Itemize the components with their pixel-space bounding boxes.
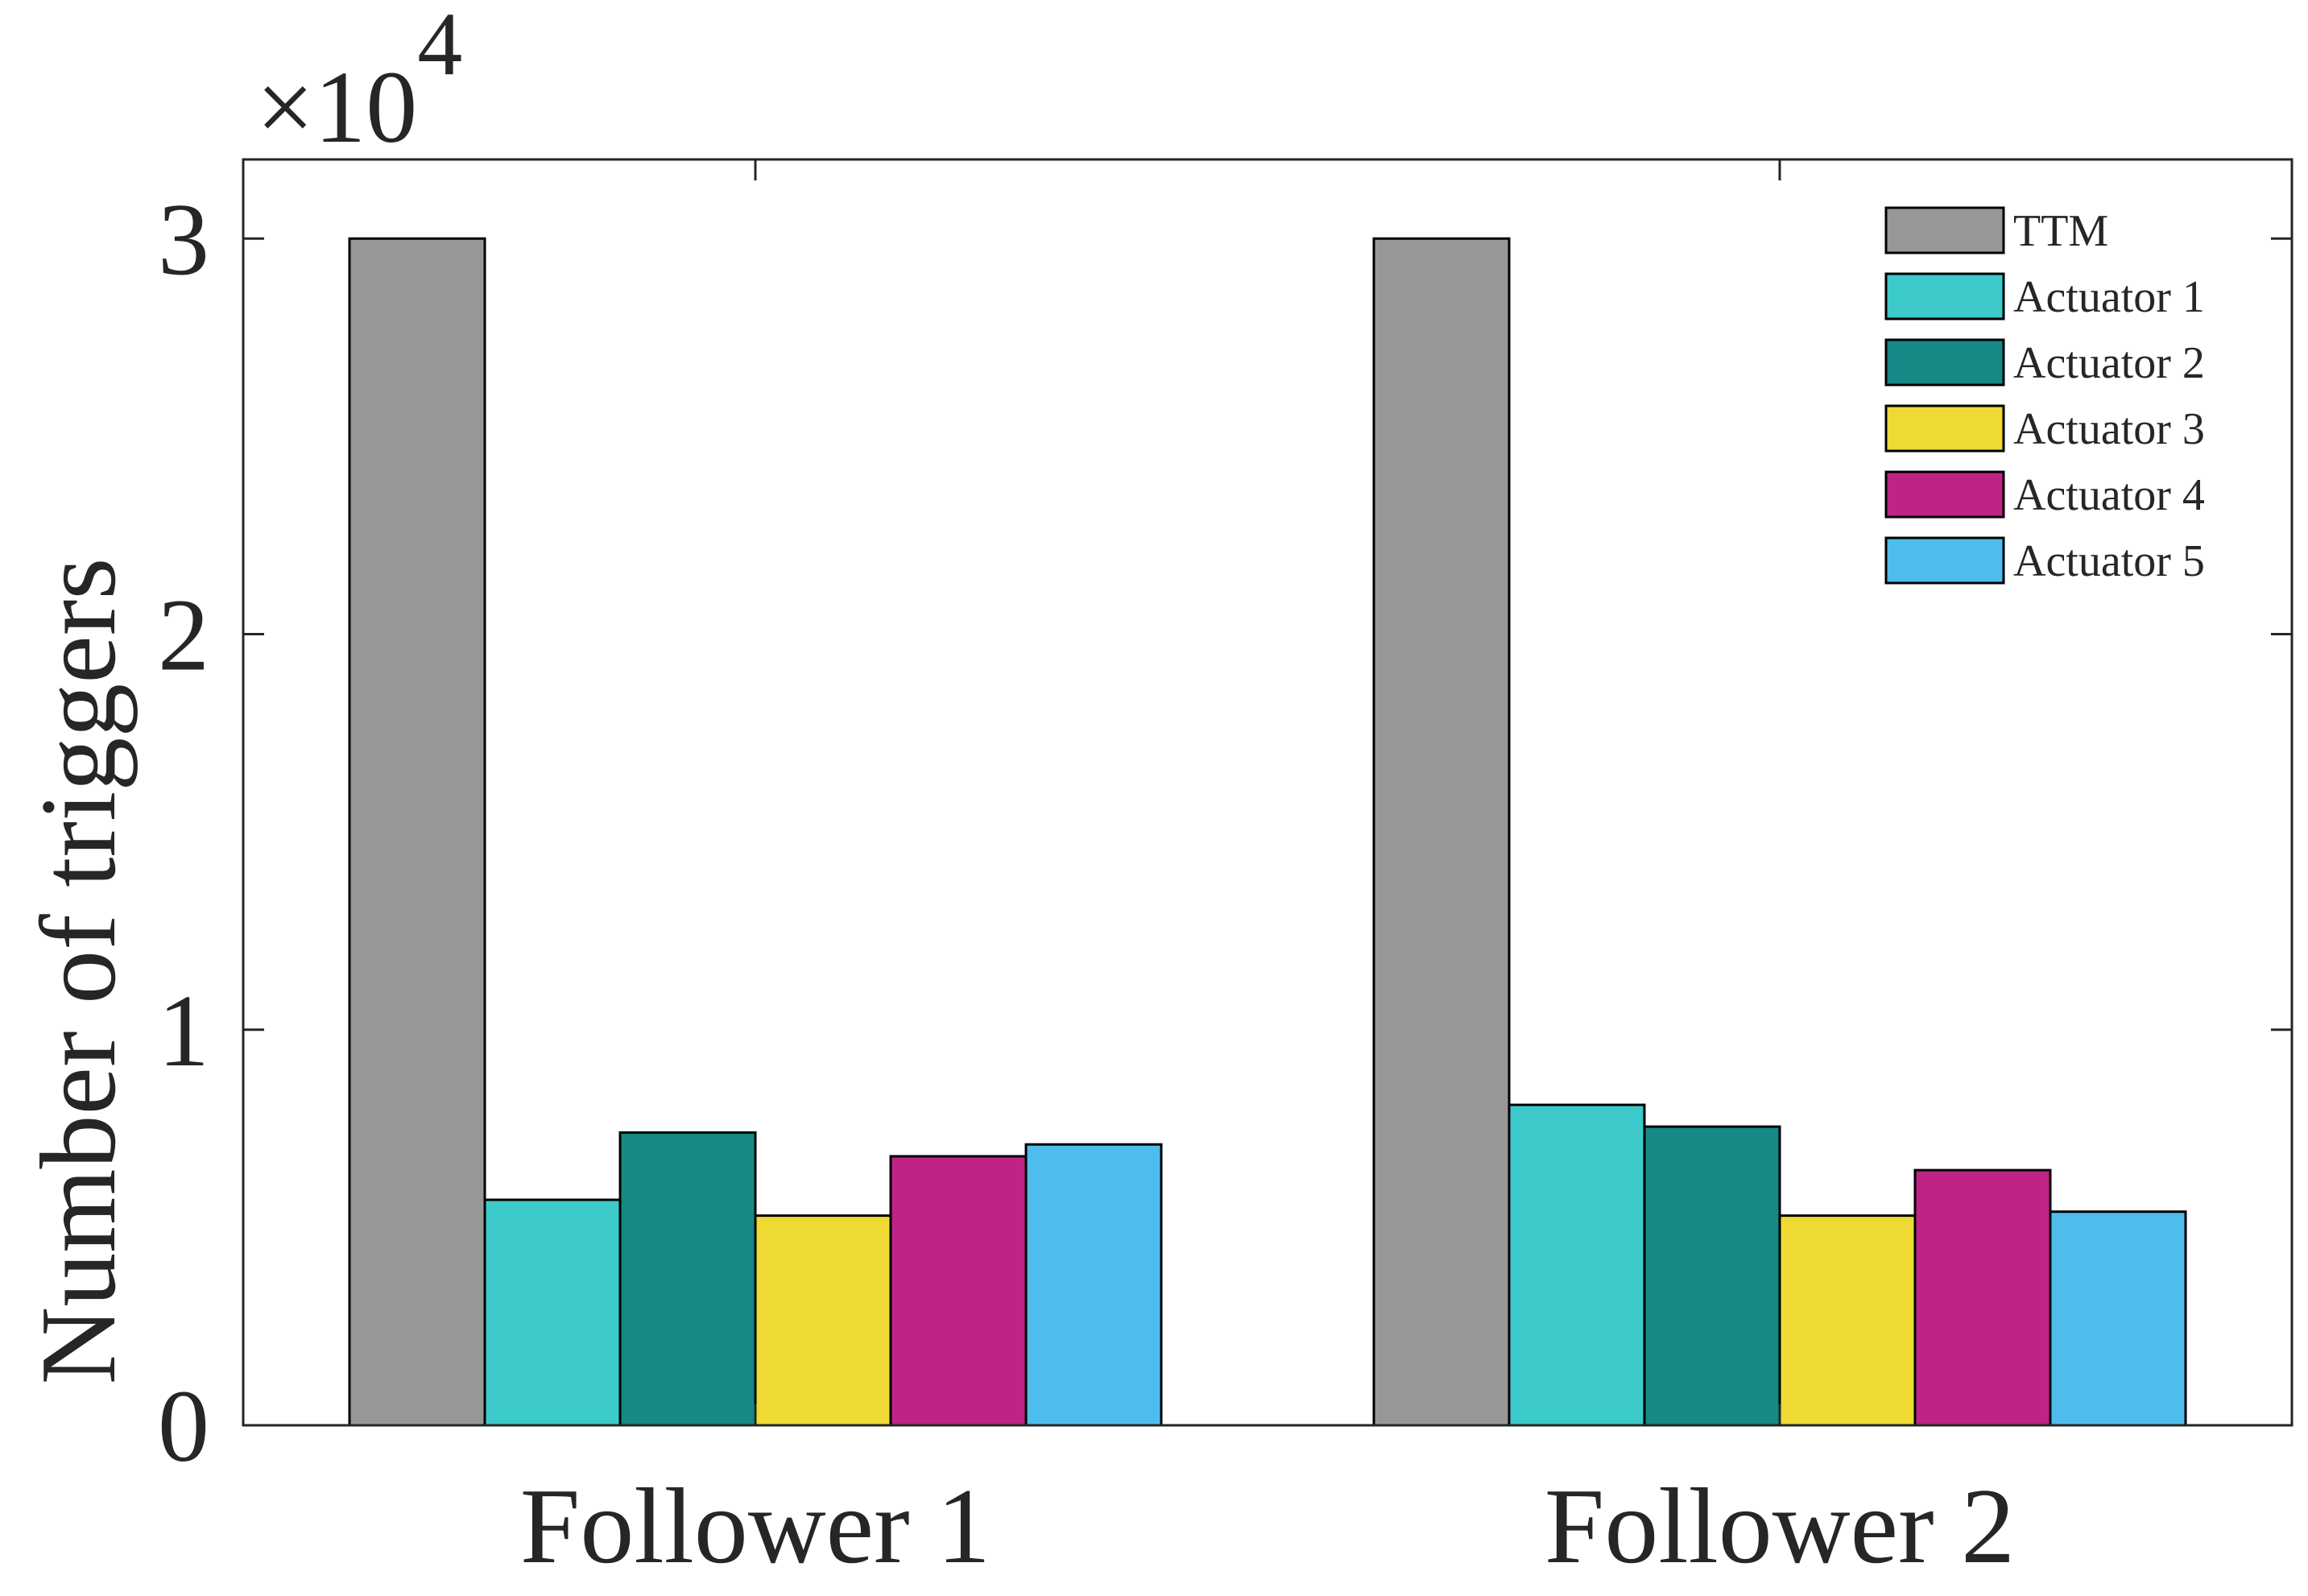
y-multiplier-label: ×104 bbox=[256, 0, 462, 164]
y-multiplier-base: ×10 bbox=[256, 50, 417, 164]
legend-label-actuator-4: Actuator 4 bbox=[2013, 470, 2205, 520]
axes-group bbox=[242, 158, 2294, 1427]
legend-label-actuator-3: Actuator 3 bbox=[2013, 404, 2205, 454]
y-tick-label-1: 1 bbox=[158, 974, 209, 1088]
legend-swatch-actuator-5 bbox=[1884, 536, 2005, 585]
y-tick-label-3: 3 bbox=[158, 182, 209, 296]
legend-swatch-ttm bbox=[1884, 206, 2005, 254]
legend-label-actuator-5: Actuator 5 bbox=[2013, 536, 2205, 586]
ticks-group: 0 1 2 3 Follower 1 Follower 2 bbox=[158, 159, 2292, 1586]
x-category-label-1: Follower 1 bbox=[520, 1466, 991, 1586]
y-axis-label: Number of triggers bbox=[19, 557, 138, 1384]
legend-swatch-actuator-4 bbox=[1884, 470, 2005, 519]
x-category-label-2: Follower 2 bbox=[1545, 1466, 2015, 1586]
legend-label-actuator-1: Actuator 1 bbox=[2013, 272, 2205, 322]
bars-group bbox=[348, 237, 2187, 1427]
bar-actuator-3-follower-1 bbox=[754, 1214, 892, 1427]
legend-swatch-actuator-2 bbox=[1884, 338, 2005, 387]
bar-actuator-5-follower-1 bbox=[1024, 1143, 1163, 1427]
bar-actuator-4-follower-1 bbox=[889, 1155, 1028, 1427]
y-multiplier-exponent: 4 bbox=[417, 0, 462, 94]
plot-frame bbox=[242, 158, 2294, 1427]
bar-actuator-3-follower-2 bbox=[1778, 1214, 1917, 1427]
bar-actuator-2-follower-1 bbox=[618, 1131, 757, 1427]
bar-actuator-1-follower-1 bbox=[483, 1198, 622, 1427]
bar-ttm-follower-2 bbox=[1372, 237, 1511, 1427]
y-tick-label-0: 0 bbox=[158, 1369, 209, 1483]
y-tick-label-2: 2 bbox=[158, 578, 209, 693]
legend-label-ttm: TTM bbox=[2013, 206, 2108, 256]
legend: TTM Actuator 1 Actuator 2 Actuator 3 Actuato… bbox=[1884, 206, 2205, 586]
bar-actuator-2-follower-2 bbox=[1643, 1125, 1781, 1427]
bar-actuator-4-follower-2 bbox=[1913, 1168, 2052, 1427]
bar-ttm-follower-1 bbox=[348, 237, 486, 1427]
legend-swatch-actuator-1 bbox=[1884, 272, 2005, 320]
bar-actuator-5-follower-2 bbox=[2049, 1210, 2187, 1427]
legend-swatch-actuator-3 bbox=[1884, 404, 2005, 453]
bar-actuator-1-follower-2 bbox=[1508, 1103, 1646, 1427]
legend-label-actuator-2: Actuator 2 bbox=[2013, 338, 2205, 388]
